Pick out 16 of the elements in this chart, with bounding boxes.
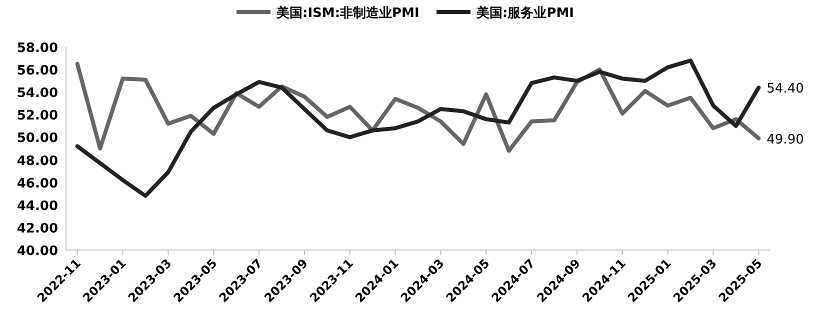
data-label: 54.40 xyxy=(766,82,804,97)
y-tick-label: 54.00 xyxy=(16,86,58,102)
y-tick-label: 46.00 xyxy=(16,176,58,192)
line-series xyxy=(75,58,761,198)
line-series xyxy=(75,62,761,153)
y-tick-label: 48.00 xyxy=(16,154,58,169)
y-tick-label: 42.00 xyxy=(16,221,58,236)
legend-label: 美国:服务业PMI xyxy=(476,5,574,21)
y-tick-label: 40.00 xyxy=(16,244,58,259)
y-tick-label: 50.00 xyxy=(16,131,58,146)
data-label: 49.90 xyxy=(766,132,804,148)
y-tick-label: 44.00 xyxy=(16,198,58,214)
y-tick-label: 58.00 xyxy=(16,41,58,56)
legend-label: 美国:ISM:非制造业PMI xyxy=(276,5,420,21)
y-tick-label: 52.00 xyxy=(16,108,58,124)
y-tick-label: 56.00 xyxy=(16,64,58,79)
